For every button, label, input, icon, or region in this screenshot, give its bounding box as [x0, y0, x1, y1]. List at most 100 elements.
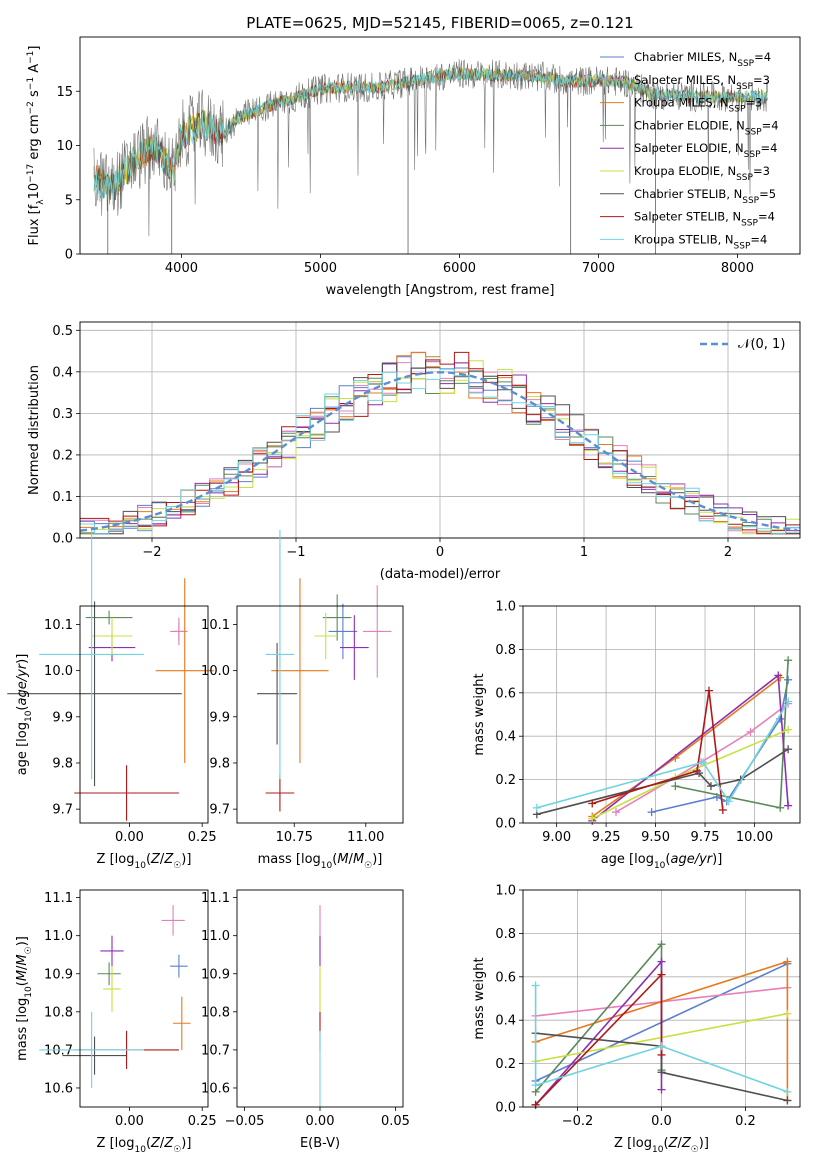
mass-weight-vs-Z-frame	[522, 889, 801, 1108]
y-tick-label: 0.3	[52, 407, 73, 422]
spectrum-xlabel: wavelength [Angstrom, rest frame]	[326, 283, 555, 298]
weight-marker	[588, 799, 597, 808]
y-tick-label: 0.0	[52, 532, 73, 547]
axes-E(B-V): −0.05 0.00 0.05 10.6 10.7 10.8 10.9 11.0 11.1	[201, 891, 410, 1129]
errorbar-point	[314, 612, 338, 660]
spectrum-lines	[93, 59, 769, 254]
y-tick-label: 0.0	[495, 817, 516, 832]
residuals-legend: 𝒩(0, 1)	[700, 337, 785, 352]
x-tick-label: −1	[286, 545, 305, 560]
y-tick-label: 0.2	[52, 448, 73, 463]
weight-line-chabrier-elodie	[534, 942, 663, 1093]
weight-marker	[657, 1068, 666, 1077]
y-tick-label: 9.9	[209, 710, 230, 725]
y-tick-label: 10.0	[44, 664, 73, 679]
age-vs-Z-ylabel: age [log10(age/yr)]	[15, 654, 34, 776]
histogram-kroupa-stelib	[80, 368, 800, 535]
axes-age-vs-Z: 0.00 0.25 9.7 9.8 9.9 10.0 10.1	[44, 618, 217, 845]
y-tick-label: 0.2	[495, 1057, 516, 1072]
weight-marker	[657, 1085, 666, 1094]
legend-label: Chabrier STELIB, NSSP=5	[634, 187, 776, 206]
weight-marker	[724, 797, 733, 806]
mass-vs-Z-xlabel: Z [log10(Z/Z☉)]	[97, 1136, 192, 1155]
weight-line-salpeter-stelib	[591, 690, 724, 811]
errorbar-point	[257, 642, 298, 745]
y-tick-label: 0.1	[52, 490, 73, 505]
errorbar-point	[74, 765, 179, 821]
weight-lines-mass-weight-vs-Z	[531, 940, 792, 1109]
x-tick-label: 9.25	[592, 830, 621, 845]
E(B-V)-xlabel: E(B-V)	[300, 1136, 340, 1151]
y-tick-label: 10.8	[201, 1005, 230, 1020]
age-vs-Z-frame	[79, 605, 209, 824]
errorbars-age-vs-Z	[7, 529, 214, 821]
errorbar-point	[103, 966, 121, 1012]
x-tick-label: 5000	[304, 261, 337, 276]
x-tick-label: 1	[580, 545, 588, 560]
weight-marker	[706, 782, 715, 791]
y-tick-label: 11.0	[201, 929, 230, 944]
weight-marker	[783, 1009, 792, 1018]
weight-marker	[783, 1087, 792, 1096]
errorbar-point	[62, 1036, 127, 1075]
axes-mass-vs-Z: 0.00 0.25 10.6 10.7 10.8 10.9 11.0 11.1	[44, 891, 217, 1129]
figure-title: PLATE=0625, MJD=52145, FIBERID=0065, z=0…	[246, 14, 633, 32]
x-tick-label: 9.50	[641, 830, 670, 845]
errorbar-point	[85, 610, 133, 625]
y-tick-label: 9.7	[52, 803, 73, 818]
x-tick-label: 10.00	[736, 830, 773, 845]
residuals-xlabel: (data-model)/error	[380, 567, 501, 582]
x-tick-label: 4000	[165, 261, 198, 276]
y-tick-label: 0.0	[495, 1101, 516, 1116]
y-tick-label: 0.4	[495, 730, 516, 745]
y-tick-label: 10.1	[201, 618, 230, 633]
y-tick-label: 9.9	[52, 710, 73, 725]
x-tick-label: 2	[724, 545, 732, 560]
y-tick-label: 0.8	[495, 643, 516, 658]
y-tick-label: 0.2	[495, 773, 516, 788]
weight-marker	[784, 697, 793, 706]
spectrum-legend: Chabrier MILES, NSSP=4 Salpeter MILES, NS…	[600, 50, 779, 251]
y-tick-label: 10.7	[44, 1043, 73, 1058]
weight-marker	[611, 808, 620, 817]
weight-lines-mass-weight-vs-age	[532, 656, 793, 825]
y-tick-label: 0.8	[495, 927, 516, 942]
legend-label: Salpeter ELODIE, NSSP=4	[634, 141, 777, 160]
axes-residuals: −2 −1 0 1 2 0.0 0.1 0.2 0.3 0.4 0.5	[52, 322, 800, 560]
errorbar-point	[271, 578, 329, 763]
errorbar-point	[362, 585, 392, 678]
mass-weight-vs-age-frame	[522, 605, 801, 824]
weight-line-kroupa-stelib	[534, 985, 788, 1093]
x-tick-label: 9.75	[691, 830, 720, 845]
x-tick-label: −0.05	[225, 1114, 265, 1129]
x-tick-label: 0.25	[188, 1114, 217, 1129]
x-tick-label: 0.00	[115, 830, 144, 845]
y-tick-label: 0.5	[52, 324, 73, 339]
weight-marker	[532, 803, 541, 812]
weight-marker	[776, 803, 785, 812]
axes-spectrum: 4000 5000 6000 7000 8000 0 5 10 15	[56, 85, 754, 276]
x-tick-label: 11.00	[347, 830, 384, 845]
legend-label: Salpeter MILES, NSSP=3	[634, 73, 770, 92]
legend-label: Salpeter STELIB, NSSP=4	[634, 210, 775, 229]
errorbar-point	[39, 1011, 144, 1088]
errorbar-point	[97, 962, 121, 986]
x-tick-label: 7000	[582, 261, 615, 276]
weight-marker	[784, 745, 793, 754]
age-vs-Z-xlabel: Z [log10(Z/Z☉)]	[97, 852, 192, 871]
legend-label: Chabrier MILES, NSSP=4	[634, 50, 771, 69]
legend-label: 𝒩(0, 1)	[738, 337, 785, 352]
errorbar-point	[39, 529, 144, 780]
errorbar-point	[161, 905, 185, 936]
y-tick-label: 11.1	[201, 891, 230, 906]
y-tick-label: 0.6	[495, 970, 516, 985]
y-tick-label: 10.9	[44, 967, 73, 982]
y-tick-label: 15	[56, 85, 73, 100]
errorbar-point	[170, 954, 188, 978]
y-tick-label: 9.8	[209, 756, 230, 771]
weight-line-salpeter-elodie	[591, 673, 789, 822]
y-tick-label: 10	[56, 139, 73, 154]
y-tick-label: 9.8	[52, 756, 73, 771]
x-tick-label: 0.0	[651, 1114, 672, 1129]
weight-marker	[657, 940, 666, 949]
